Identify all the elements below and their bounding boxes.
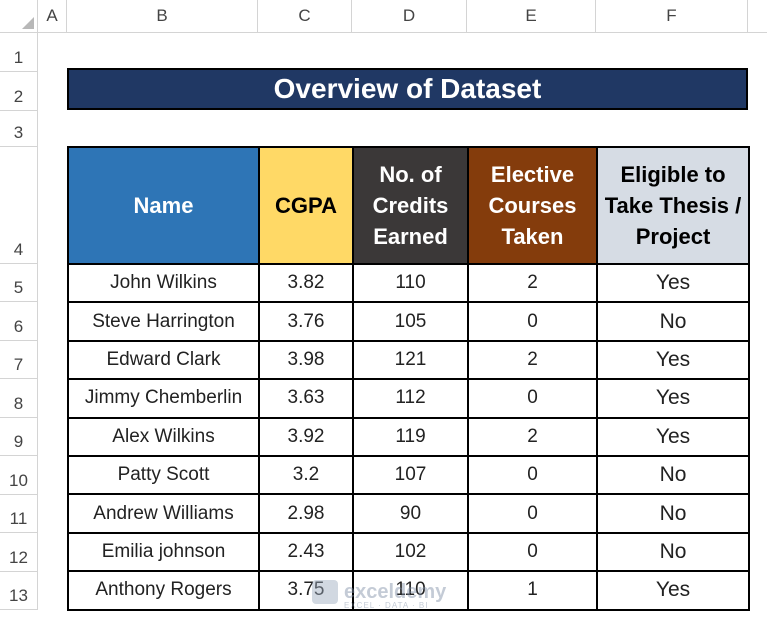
row-header-3[interactable]: 3 [0,111,38,147]
row-header-7[interactable]: 7 [0,341,38,379]
cell-credits[interactable]: 110 [352,262,469,304]
cell-credits[interactable]: 112 [352,378,469,419]
row-header-12[interactable]: 12 [0,533,38,572]
table-row: Emilia johnson 2.43 102 0 No [67,531,750,573]
dataset-table: Name CGPA No. of Credits Earned Elective… [67,146,750,611]
column-header-c[interactable]: C [258,0,352,33]
cell-cgpa[interactable]: 3.92 [258,416,354,457]
header-credits-earned[interactable]: No. of Credits Earned [352,146,469,265]
cell-eligible[interactable]: No [596,493,750,534]
row-header-5[interactable]: 5 [0,264,38,302]
cell-name[interactable]: Jimmy Chemberlin [67,378,260,419]
select-all-corner[interactable] [0,0,38,33]
cell-name[interactable]: Alex Wilkins [67,416,260,457]
header-cgpa[interactable]: CGPA [258,146,354,265]
cell-eligible[interactable]: Yes [596,416,750,457]
row-header-1[interactable]: 1 [0,33,38,72]
cell-elective[interactable]: 2 [467,416,598,457]
row-header-2[interactable]: 2 [0,72,38,111]
table-row: Patty Scott 3.2 107 0 No [67,454,750,496]
cell-name[interactable]: Andrew Williams [67,493,260,534]
cell-credits[interactable]: 121 [352,339,469,381]
header-eligible-thesis[interactable]: Eligible to Take Thesis / Project [596,146,750,265]
cell-eligible[interactable]: Yes [596,262,750,304]
cell-credits[interactable]: 119 [352,416,469,457]
cell-name[interactable]: Edward Clark [67,339,260,381]
cell-eligible[interactable]: No [596,301,750,342]
row-header-6[interactable]: 6 [0,302,38,341]
cell-elective[interactable]: 0 [467,493,598,534]
column-header-bar: A B C D E F [0,0,767,33]
table-row: Jimmy Chemberlin 3.63 112 0 Yes [67,378,750,419]
row-header-13[interactable]: 13 [0,572,38,610]
cell-name[interactable]: Emilia johnson [67,531,260,573]
row-header-10[interactable]: 10 [0,456,38,495]
cell-eligible[interactable]: No [596,531,750,573]
row-header-4[interactable]: 4 [0,147,38,264]
cell-name[interactable]: John Wilkins [67,262,260,304]
cell-cgpa[interactable]: 2.98 [258,493,354,534]
cell-credits[interactable]: 90 [352,493,469,534]
header-elective-courses[interactable]: Elective Courses Taken [467,146,598,265]
cell-name[interactable]: Patty Scott [67,454,260,496]
cell-eligible[interactable]: No [596,454,750,496]
column-header-a[interactable]: A [38,0,67,33]
table-row: Alex Wilkins 3.92 119 2 Yes [67,416,750,457]
table-row: Edward Clark 3.98 121 2 Yes [67,339,750,381]
select-all-triangle-icon [22,17,34,29]
cell-eligible[interactable]: Yes [596,570,750,611]
cell-cgpa[interactable]: 3.98 [258,339,354,381]
cell-elective[interactable]: 2 [467,262,598,304]
cell-eligible[interactable]: Yes [596,339,750,381]
table-row: Anthony Rogers 3.75 110 1 Yes [67,570,750,611]
cell-elective[interactable]: 0 [467,454,598,496]
cell-elective[interactable]: 2 [467,339,598,381]
cell-elective[interactable]: 0 [467,378,598,419]
table-header-row: Name CGPA No. of Credits Earned Elective… [67,146,750,265]
cell-credits[interactable]: 110 [352,570,469,611]
cell-cgpa[interactable]: 3.2 [258,454,354,496]
cell-eligible[interactable]: Yes [596,378,750,419]
cell-elective[interactable]: 0 [467,301,598,342]
column-header-f[interactable]: F [596,0,748,33]
cell-cgpa[interactable]: 2.43 [258,531,354,573]
cell-elective[interactable]: 1 [467,570,598,611]
cell-credits[interactable]: 102 [352,531,469,573]
column-header-g[interactable] [748,0,767,33]
cell-name[interactable]: Steve Harrington [67,301,260,342]
column-header-b[interactable]: B [67,0,258,33]
header-name[interactable]: Name [67,146,260,265]
cell-elective[interactable]: 0 [467,531,598,573]
row-header-9[interactable]: 9 [0,418,38,456]
cell-name[interactable]: Anthony Rogers [67,570,260,611]
table-row: Andrew Williams 2.98 90 0 No [67,493,750,534]
column-header-e[interactable]: E [467,0,596,33]
cell-cgpa[interactable]: 3.76 [258,301,354,342]
column-header-d[interactable]: D [352,0,467,33]
cell-cgpa[interactable]: 3.82 [258,262,354,304]
table-row: John Wilkins 3.82 110 2 Yes [67,262,750,304]
row-header-8[interactable]: 8 [0,379,38,418]
cell-cgpa[interactable]: 3.75 [258,570,354,611]
table-row: Steve Harrington 3.76 105 0 No [67,301,750,342]
cell-credits[interactable]: 105 [352,301,469,342]
cell-credits[interactable]: 107 [352,454,469,496]
dataset-title[interactable]: Overview of Dataset [67,68,748,110]
row-header-11[interactable]: 11 [0,495,38,533]
cell-cgpa[interactable]: 3.63 [258,378,354,419]
